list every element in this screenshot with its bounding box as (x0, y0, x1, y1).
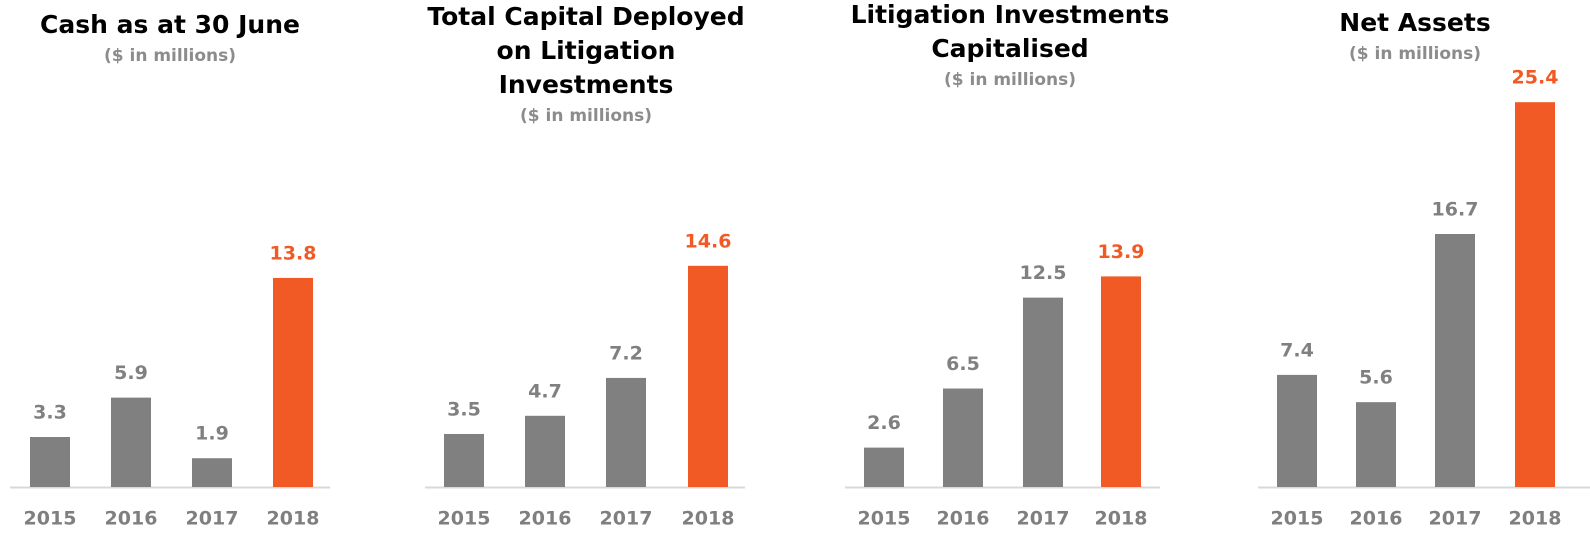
bar (688, 265, 728, 487)
bar (606, 377, 646, 487)
x-tick-label: 2017 (600, 508, 653, 530)
value-label: 7.4 (1280, 339, 1314, 361)
value-label: 12.5 (1020, 262, 1067, 284)
x-tick-label: 2015 (438, 508, 491, 530)
bar (525, 415, 565, 487)
value-label: 5.6 (1359, 367, 1393, 389)
bar (1101, 276, 1141, 487)
value-label: 3.3 (33, 402, 67, 424)
chart-title: Cash as at 30 June (40, 10, 300, 39)
chart-title: Net Assets (1339, 8, 1490, 37)
value-label: 6.5 (946, 353, 980, 375)
value-label: 13.9 (1098, 241, 1145, 263)
x-tick-label: 2016 (105, 508, 158, 530)
chart-title: on Litigation (497, 36, 676, 65)
value-label: 25.4 (1512, 67, 1559, 89)
bar (1515, 102, 1555, 487)
bar (273, 277, 313, 487)
chart-title: Total Capital Deployed (427, 2, 744, 31)
x-tick-label: 2016 (519, 508, 572, 530)
value-label: 4.7 (528, 380, 562, 402)
chart-subtitle: ($ in millions) (944, 70, 1076, 90)
value-label: 2.6 (867, 412, 901, 434)
x-tick-label: 2018 (682, 508, 735, 530)
bar (30, 437, 70, 487)
bar (1435, 233, 1475, 487)
value-label: 5.9 (114, 362, 148, 384)
value-label: 7.2 (609, 342, 643, 364)
value-label: 1.9 (195, 423, 229, 445)
x-tick-label: 2015 (1271, 508, 1324, 530)
bar (943, 388, 983, 487)
bar (111, 397, 151, 487)
value-label: 13.8 (270, 242, 317, 264)
chart-title: Capitalised (931, 34, 1088, 63)
x-tick-label: 2017 (186, 508, 239, 530)
x-tick-label: 2015 (24, 508, 77, 530)
chart-title: Investments (499, 70, 674, 99)
x-tick-label: 2015 (858, 508, 911, 530)
x-tick-label: 2018 (1095, 508, 1148, 530)
chart-title: Litigation Investments (851, 0, 1170, 29)
value-label: 14.6 (685, 230, 732, 252)
x-tick-label: 2016 (937, 508, 990, 530)
bar (1356, 402, 1396, 487)
bar (192, 458, 232, 487)
chart-subtitle: ($ in millions) (1349, 44, 1481, 64)
x-tick-label: 2018 (267, 508, 320, 530)
value-label: 3.5 (447, 398, 481, 420)
chart-subtitle: ($ in millions) (104, 46, 236, 66)
x-tick-label: 2018 (1509, 508, 1562, 530)
bar (864, 447, 904, 487)
bar (1277, 374, 1317, 487)
x-tick-label: 2017 (1017, 508, 1070, 530)
x-tick-label: 2017 (1429, 508, 1482, 530)
chart-subtitle: ($ in millions) (520, 106, 652, 126)
bar (1023, 297, 1063, 487)
x-tick-label: 2016 (1350, 508, 1403, 530)
value-label: 16.7 (1432, 198, 1479, 220)
bar (444, 433, 484, 487)
